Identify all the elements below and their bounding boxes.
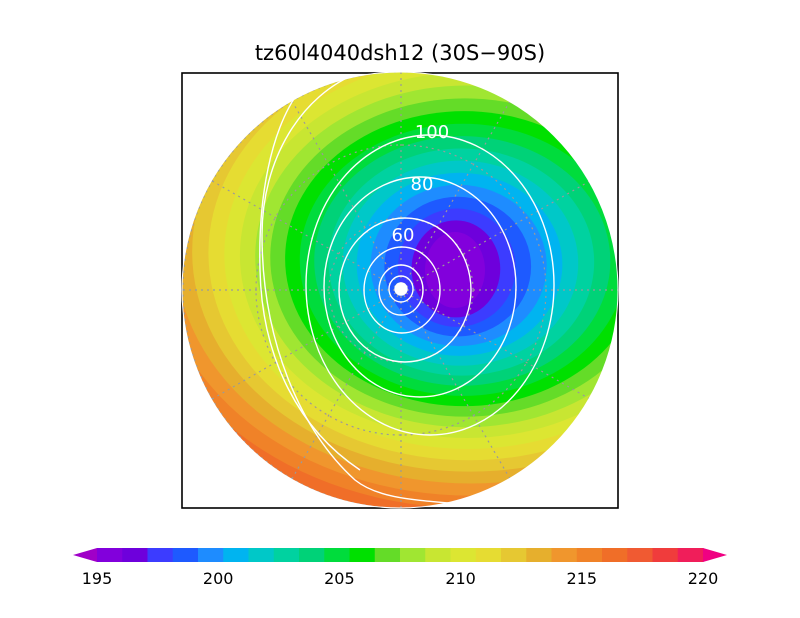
colorbar-box [627,548,654,562]
contour-line-outer [261,72,471,506]
colorbar-box [576,548,603,562]
colorbar-tick-label: 200 [203,569,234,588]
contour-line-10 [388,275,414,303]
longitude-line [400,289,517,490]
contour-label-60: 60 [392,225,415,246]
colorbar-box [172,548,199,562]
longitude-line [201,289,402,406]
colorbar-labels: 195 200 205 210 215 220 [82,569,719,588]
colorbar-box [450,548,477,562]
colorbar-box [273,548,300,562]
contour-label-80: 80 [411,174,434,195]
longitude-line [201,174,402,291]
latitude-circle [182,72,618,508]
colorbar-box [198,548,224,562]
pole-marker [394,282,408,296]
contour-line-outer-2 [259,89,361,471]
colorbar [73,548,727,562]
colorbar-box [248,548,275,562]
colorbar-box [425,548,452,562]
contour-label-100: 100 [415,122,449,143]
colorbar-extend-min [73,548,97,562]
colorbar-box [400,548,426,562]
longitude-line [400,90,517,291]
colorbar-box [122,548,149,562]
contour-lines [259,72,555,506]
colorbar-box [299,548,325,562]
colorbar-tick-label: 220 [688,569,719,588]
colorbar-box [501,548,527,562]
longitude-line [285,289,402,490]
colorbar-box [526,548,553,562]
colorbar-tick-label: 195 [82,569,113,588]
contour-line-100 [305,134,555,436]
colorbar-box [349,548,376,562]
colorbar-box [475,548,502,562]
colorbar-box [223,548,250,562]
longitude-line [400,174,601,291]
longitude-line [285,90,402,291]
disc-rim [181,71,619,509]
contour-labels: 100 80 60 [392,122,450,246]
colorbar-tick-label: 215 [567,569,598,588]
contour-line-20 [378,264,424,316]
contour-line-60 [338,217,472,363]
colorbar-box [551,548,578,562]
colorbar-box [602,548,628,562]
contour-line-40 [363,246,441,334]
colorbar-extend-max [703,548,727,562]
colorbar-box [652,548,679,562]
colorbar-box [324,548,351,562]
colorbar-box [147,548,174,562]
contour-line-80 [323,176,517,398]
chart-title: tz60l4040dsh12 (30S−90S) [255,41,545,65]
colorbar-tick-label: 210 [445,569,476,588]
colorbar-box [97,548,123,562]
colorbar-box [374,548,401,562]
colorbar-tick-label: 205 [324,569,355,588]
colorbar-box [677,548,704,562]
